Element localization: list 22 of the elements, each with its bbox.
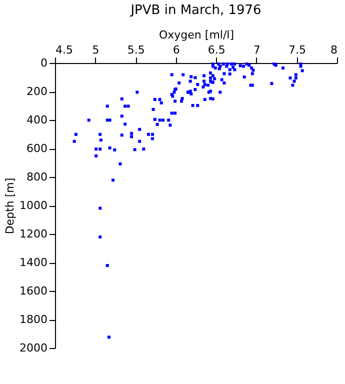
x-tick-label: 7.5	[288, 44, 306, 56]
y-tick-label: 1400	[20, 256, 48, 269]
y-tick-label: 800	[26, 170, 48, 184]
y-tick-label: 1800	[20, 313, 48, 326]
y-tick-label: 2000	[20, 342, 48, 354]
chart-title: JPVB in March, 1976	[130, 3, 262, 18]
x-tick-label: 6	[172, 44, 180, 56]
x-tick-label: 7	[253, 44, 260, 56]
x-axis-title: Oxygen [ml/l]	[158, 28, 234, 42]
y-tick-label: 1000	[20, 199, 48, 212]
y-tick-label: 1600	[20, 284, 48, 298]
y-tick-label: 200	[26, 85, 48, 98]
y-axis-title: Depth [m]	[4, 178, 17, 234]
y-tick-label: 400	[26, 114, 48, 126]
x-tick-label: 5	[92, 44, 100, 56]
x-tick-label: 8	[330, 44, 338, 56]
x-tick-label: 6.5	[208, 44, 226, 56]
x-tick-label: 4.5	[56, 44, 73, 56]
y-tick-label: 1200	[20, 228, 48, 240]
x-tick-label: 5.5	[127, 44, 145, 56]
y-tick-label: 600	[26, 142, 48, 155]
y-tick-label: 0	[40, 56, 48, 70]
